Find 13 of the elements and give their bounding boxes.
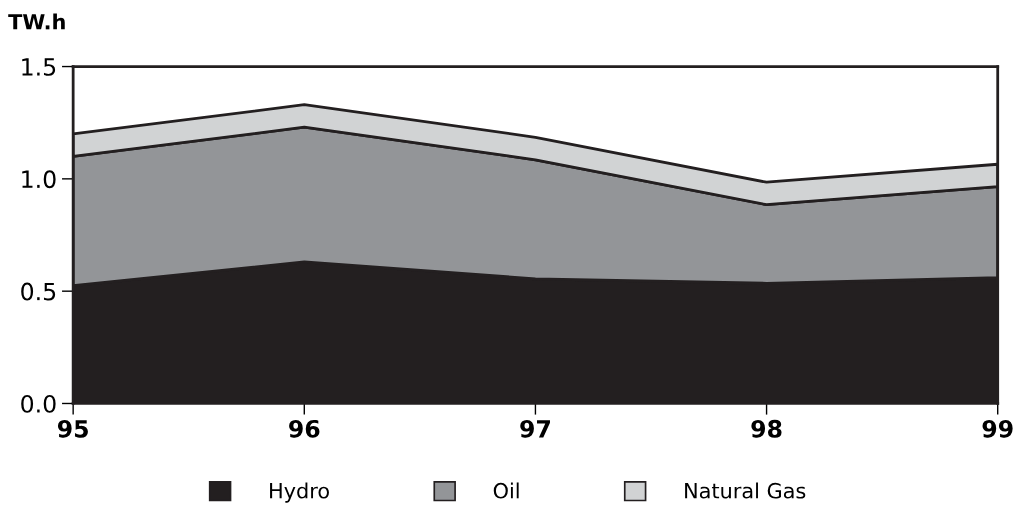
- legend-label: Oil: [493, 482, 519, 499]
- y-tick-label: 1.0: [22, 170, 56, 189]
- y-tick-label: 0.5: [21, 282, 56, 301]
- x-tick-label: 98: [751, 419, 782, 438]
- y-tick-label: 1.5: [22, 58, 56, 76]
- y-tick-label: 0.0: [21, 394, 56, 413]
- x-tick-label: 95: [57, 419, 88, 438]
- y-axis-title: TW.h: [8, 13, 65, 30]
- x-tick-label: 97: [520, 419, 550, 438]
- x-tick-label: 99: [982, 419, 1013, 438]
- legend-label: Natural Gas: [685, 482, 806, 499]
- legend-label: Hydro: [270, 482, 329, 503]
- x-tick-label: 96: [289, 419, 320, 438]
